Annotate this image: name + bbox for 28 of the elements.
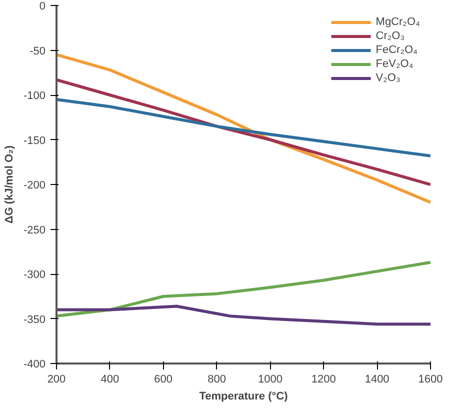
legend-label: FeCr₂O₄ — [376, 43, 418, 57]
x-tick-label: 600 — [154, 374, 173, 386]
x-tick-label: 1600 — [418, 374, 443, 386]
y-tick-label: -400 — [23, 358, 46, 370]
y-axis-title: ΔG (kJ/mol O₂) — [3, 145, 16, 224]
x-tick-label: 800 — [208, 374, 226, 386]
x-axis-title: Temperature (°C) — [199, 390, 288, 402]
x-tick-label: 1000 — [258, 374, 282, 386]
y-tick-label: -300 — [23, 269, 46, 281]
legend-label: Cr₂O₃ — [376, 29, 405, 43]
x-tick-label: 400 — [100, 374, 120, 386]
y-tick-label: -100 — [23, 90, 46, 102]
y-tick-label: -200 — [23, 180, 46, 192]
y-tick-label: 0 — [39, 0, 46, 12]
x-tick-label: 1400 — [364, 374, 390, 386]
x-tick-label: 1200 — [311, 374, 336, 386]
y-tick-label: -150 — [23, 134, 46, 147]
x-tick-label: 200 — [47, 374, 66, 386]
legend-label: FeV₂O₄ — [376, 57, 414, 71]
legend-label: MgCr₂O₄ — [376, 15, 420, 29]
line-series — [56, 53, 430, 204]
legend-label: V₂O₃ — [376, 71, 400, 85]
y-tick-label: -50 — [30, 45, 46, 58]
y-tick-label: -250 — [23, 224, 46, 236]
y-tick-label: -350 — [23, 314, 46, 326]
line-series — [56, 260, 430, 318]
line-series — [56, 304, 430, 326]
line-series — [56, 98, 430, 158]
